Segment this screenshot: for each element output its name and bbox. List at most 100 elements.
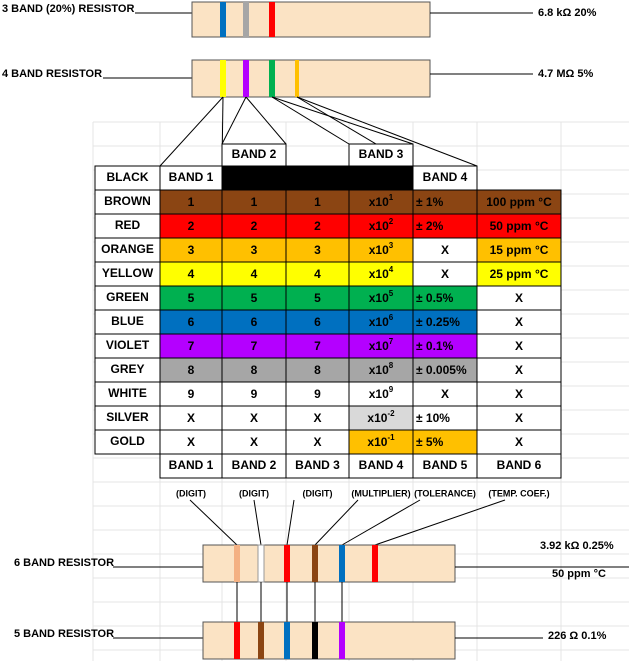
table-cell — [476, 333, 562, 359]
resistor-value: 226 Ω 0.1% — [548, 630, 607, 642]
table-value: 8 — [188, 363, 195, 377]
table-cell — [285, 429, 350, 455]
table-value: 8 — [314, 363, 321, 377]
table-value: x104 — [369, 265, 394, 281]
table-value: ± 0.25% — [416, 315, 460, 329]
table-value: x107 — [369, 337, 394, 353]
band — [243, 2, 249, 37]
multiplier-exponent: -2 — [387, 409, 395, 418]
table-value: 3 — [251, 243, 258, 257]
table-cell — [221, 189, 287, 215]
table-value: X — [187, 435, 195, 449]
table-cell — [476, 285, 562, 311]
table-cell — [476, 237, 562, 263]
table-cell — [348, 165, 414, 191]
table-cell — [221, 165, 287, 191]
table-value: X — [250, 411, 258, 425]
table-value: x102 — [369, 217, 394, 233]
table-value: 6 — [188, 315, 195, 329]
row-name: GOLD — [110, 434, 145, 448]
table-cell — [348, 453, 414, 479]
band — [284, 545, 290, 582]
table-cell — [221, 285, 287, 311]
band-note: (MULTIPLIER) — [351, 488, 410, 498]
row-name: BROWN — [104, 194, 151, 208]
band — [295, 60, 299, 97]
table-value: X — [515, 363, 523, 377]
resistor-value: 3.92 kΩ 0.25% — [540, 540, 614, 552]
table-cell — [285, 357, 350, 383]
table-cell — [476, 357, 562, 383]
table-cell — [348, 285, 414, 311]
row-name: SILVER — [106, 410, 149, 424]
table-cell — [221, 237, 287, 263]
table-value: 2 — [251, 219, 258, 233]
row-name: YELLOW — [102, 266, 154, 280]
table-cell — [94, 165, 161, 191]
table-cell — [476, 453, 562, 479]
multiplier-base: x10 — [369, 267, 389, 281]
table-value: X — [441, 267, 449, 281]
resistor-body — [191, 59, 431, 98]
band — [284, 622, 290, 659]
column-header: BAND 3 — [359, 147, 404, 161]
band — [312, 545, 318, 582]
multiplier-base: x10 — [369, 243, 389, 257]
row-name: BLACK — [107, 170, 149, 184]
table-cell — [221, 213, 287, 239]
table-value: X — [515, 387, 523, 401]
row-name: BLUE — [111, 314, 144, 328]
table-value: 8 — [251, 363, 258, 377]
resistor-body — [191, 1, 431, 38]
multiplier-exponent: 8 — [389, 361, 394, 370]
multiplier-exponent: 4 — [389, 265, 394, 274]
multiplier-exponent: 5 — [389, 289, 394, 298]
table-value: x10-1 — [367, 433, 395, 449]
resistor-label: 5 BAND RESISTOR — [14, 628, 114, 640]
table-cell — [159, 213, 223, 239]
row-name: GREY — [110, 362, 144, 376]
band — [258, 622, 264, 659]
table-value: X — [313, 435, 321, 449]
table-cell — [94, 309, 161, 335]
table-value: 0 — [314, 171, 321, 185]
table-value: X — [515, 411, 523, 425]
column-header: BAND 1 — [169, 170, 214, 184]
column-footer: BAND 6 — [497, 458, 542, 472]
table-cell — [94, 333, 161, 359]
table-value: x105 — [369, 289, 394, 305]
table-cell — [159, 309, 223, 335]
table-value: 7 — [314, 339, 321, 353]
table-cell — [412, 333, 478, 359]
connectors — [159, 96, 478, 167]
multiplier-exponent: 7 — [389, 337, 394, 346]
table-cell — [348, 189, 414, 215]
table-value: 4 — [314, 267, 321, 281]
resistor-value: 50 ppm °C — [552, 568, 606, 580]
table-value: X — [441, 243, 449, 257]
table-cell — [412, 261, 478, 287]
table-value: 1 — [188, 195, 195, 209]
multiplier-base: x10 — [369, 339, 389, 353]
multiplier-base: x10 — [369, 219, 389, 233]
band-note: (TOLERANCE) — [414, 488, 476, 498]
table-cell — [285, 453, 350, 479]
table-cell — [94, 429, 161, 455]
table-value: x100 — [369, 169, 394, 185]
band — [339, 622, 345, 659]
table-value: 9 — [251, 387, 258, 401]
resistor-value: 4.7 MΩ 5% — [538, 68, 594, 80]
table-value: x109 — [369, 385, 394, 401]
table-cell — [94, 405, 161, 431]
table-value: 15 ppm °C — [490, 243, 549, 257]
band — [372, 545, 378, 582]
table-value: 100 ppm °C — [486, 195, 552, 209]
table-value: 1 — [251, 195, 258, 209]
table-cell — [221, 405, 287, 431]
table-value: ± 10% — [416, 411, 450, 425]
table-value: 5 — [188, 291, 195, 305]
table-value: ± 0.5% — [416, 291, 454, 305]
